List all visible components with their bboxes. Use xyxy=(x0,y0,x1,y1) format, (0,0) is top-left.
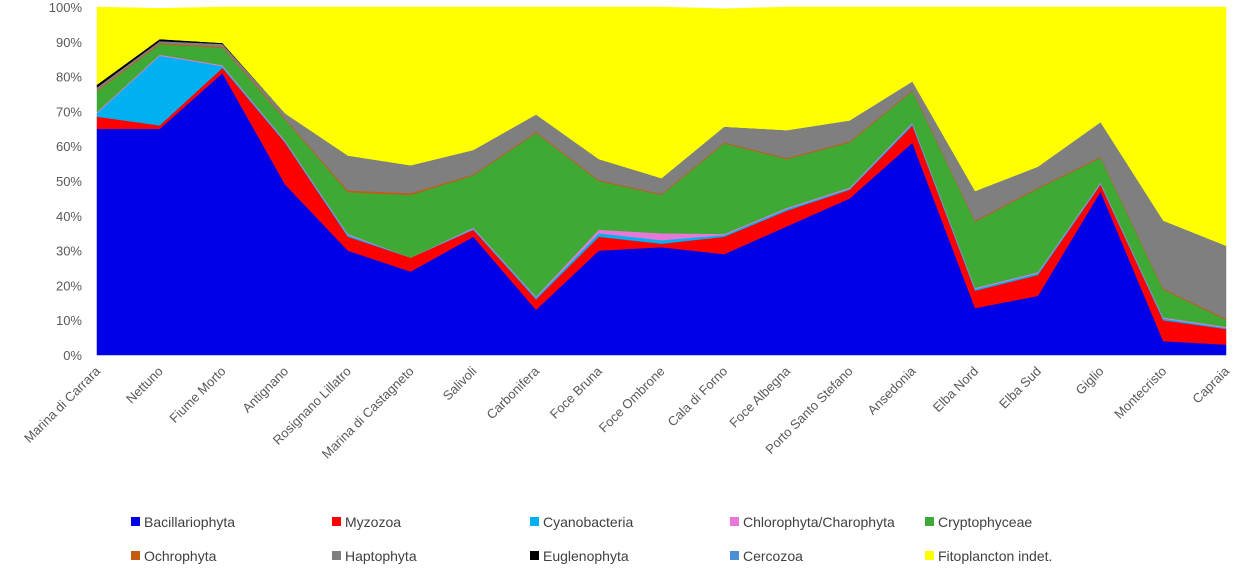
x-tick-label: Capraia xyxy=(1189,363,1232,406)
legend-label-chlorophyta-charophyta: Chlorophyta/Charophyta xyxy=(743,514,895,530)
y-tick-label: 90% xyxy=(56,35,82,50)
plot-areas xyxy=(96,6,1227,356)
x-tick-label: Nettuno xyxy=(123,364,166,407)
x-tick-label: Antignano xyxy=(239,364,291,416)
y-axis-ticks: 0% 10% 20% 30% 40% 50% 60% 70% 80% 90% 100% xyxy=(49,0,83,363)
y-tick-label: 40% xyxy=(56,209,82,224)
x-tick-label: Foce Ombrone xyxy=(596,364,668,436)
y-tick-label: 80% xyxy=(56,70,82,85)
legend-swatch-haptophyta xyxy=(332,551,341,560)
legend-label-fitoplancton-indet: Fitoplancton indet. xyxy=(938,548,1052,564)
x-tick-label: Montecristo xyxy=(1111,364,1169,422)
y-tick-label: 0% xyxy=(63,348,82,363)
legend-label-haptophyta: Haptophyta xyxy=(345,548,417,564)
area-fitoplancton-indet xyxy=(96,6,1227,247)
legend-swatch-cercozoa xyxy=(730,551,739,560)
legend-label-cercozoa: Cercozoa xyxy=(743,548,803,564)
legend-label-myzozoa: Myzozoa xyxy=(345,514,401,530)
legend-swatch-chlorophyta-charophyta xyxy=(730,517,739,526)
x-tick-label: Cala di Forno xyxy=(665,364,731,430)
x-tick-label: Elba Sud xyxy=(996,364,1044,412)
y-tick-label: 60% xyxy=(56,139,82,154)
legend-label-ochrophyta: Ochrophyta xyxy=(144,548,217,564)
legend-swatch-cyanobacteria xyxy=(530,517,539,526)
x-tick-label: Marina di Carrara xyxy=(21,363,104,446)
y-tick-label: 20% xyxy=(56,278,82,293)
legend-swatch-euglenophyta xyxy=(530,551,539,560)
y-tick-label: 70% xyxy=(56,104,82,119)
x-tick-label: Elba Nord xyxy=(930,364,981,415)
x-tick-label: Salivoli xyxy=(440,363,480,403)
legend-label-bacillariophyta: Bacillariophyta xyxy=(144,514,235,530)
y-tick-label: 100% xyxy=(49,0,83,15)
legend-swatch-bacillariophyta xyxy=(131,517,140,526)
y-tick-label: 10% xyxy=(56,313,82,328)
legend-swatch-cryptophyceae xyxy=(925,517,934,526)
x-axis-ticks: Marina di Carrara Nettuno Fiume Morto Antig… xyxy=(21,363,1233,462)
x-tick-label: Foce Albegna xyxy=(726,363,793,430)
x-tick-label: Ansedonia xyxy=(864,363,919,418)
legend-swatch-myzozoa xyxy=(332,517,341,526)
legend-label-cryptophyceae: Cryptophyceae xyxy=(938,514,1032,530)
x-tick-label: Foce Bruna xyxy=(547,363,606,422)
x-tick-label: Fiume Morto xyxy=(166,364,228,426)
y-tick-label: 30% xyxy=(56,244,82,259)
y-tick-label: 50% xyxy=(56,174,82,189)
legend-label-euglenophyta: Euglenophyta xyxy=(543,548,629,564)
legend: Bacillariophyta Myzozoa Cyanobacteria Chlor… xyxy=(131,514,1052,564)
legend-swatch-fitoplancton-indet xyxy=(925,551,934,560)
legend-label-cyanobacteria: Cyanobacteria xyxy=(543,514,633,530)
legend-swatch-ochrophyta xyxy=(131,551,140,560)
x-tick-label: Carbonifera xyxy=(484,363,543,422)
x-tick-label: Giglio xyxy=(1073,364,1107,398)
